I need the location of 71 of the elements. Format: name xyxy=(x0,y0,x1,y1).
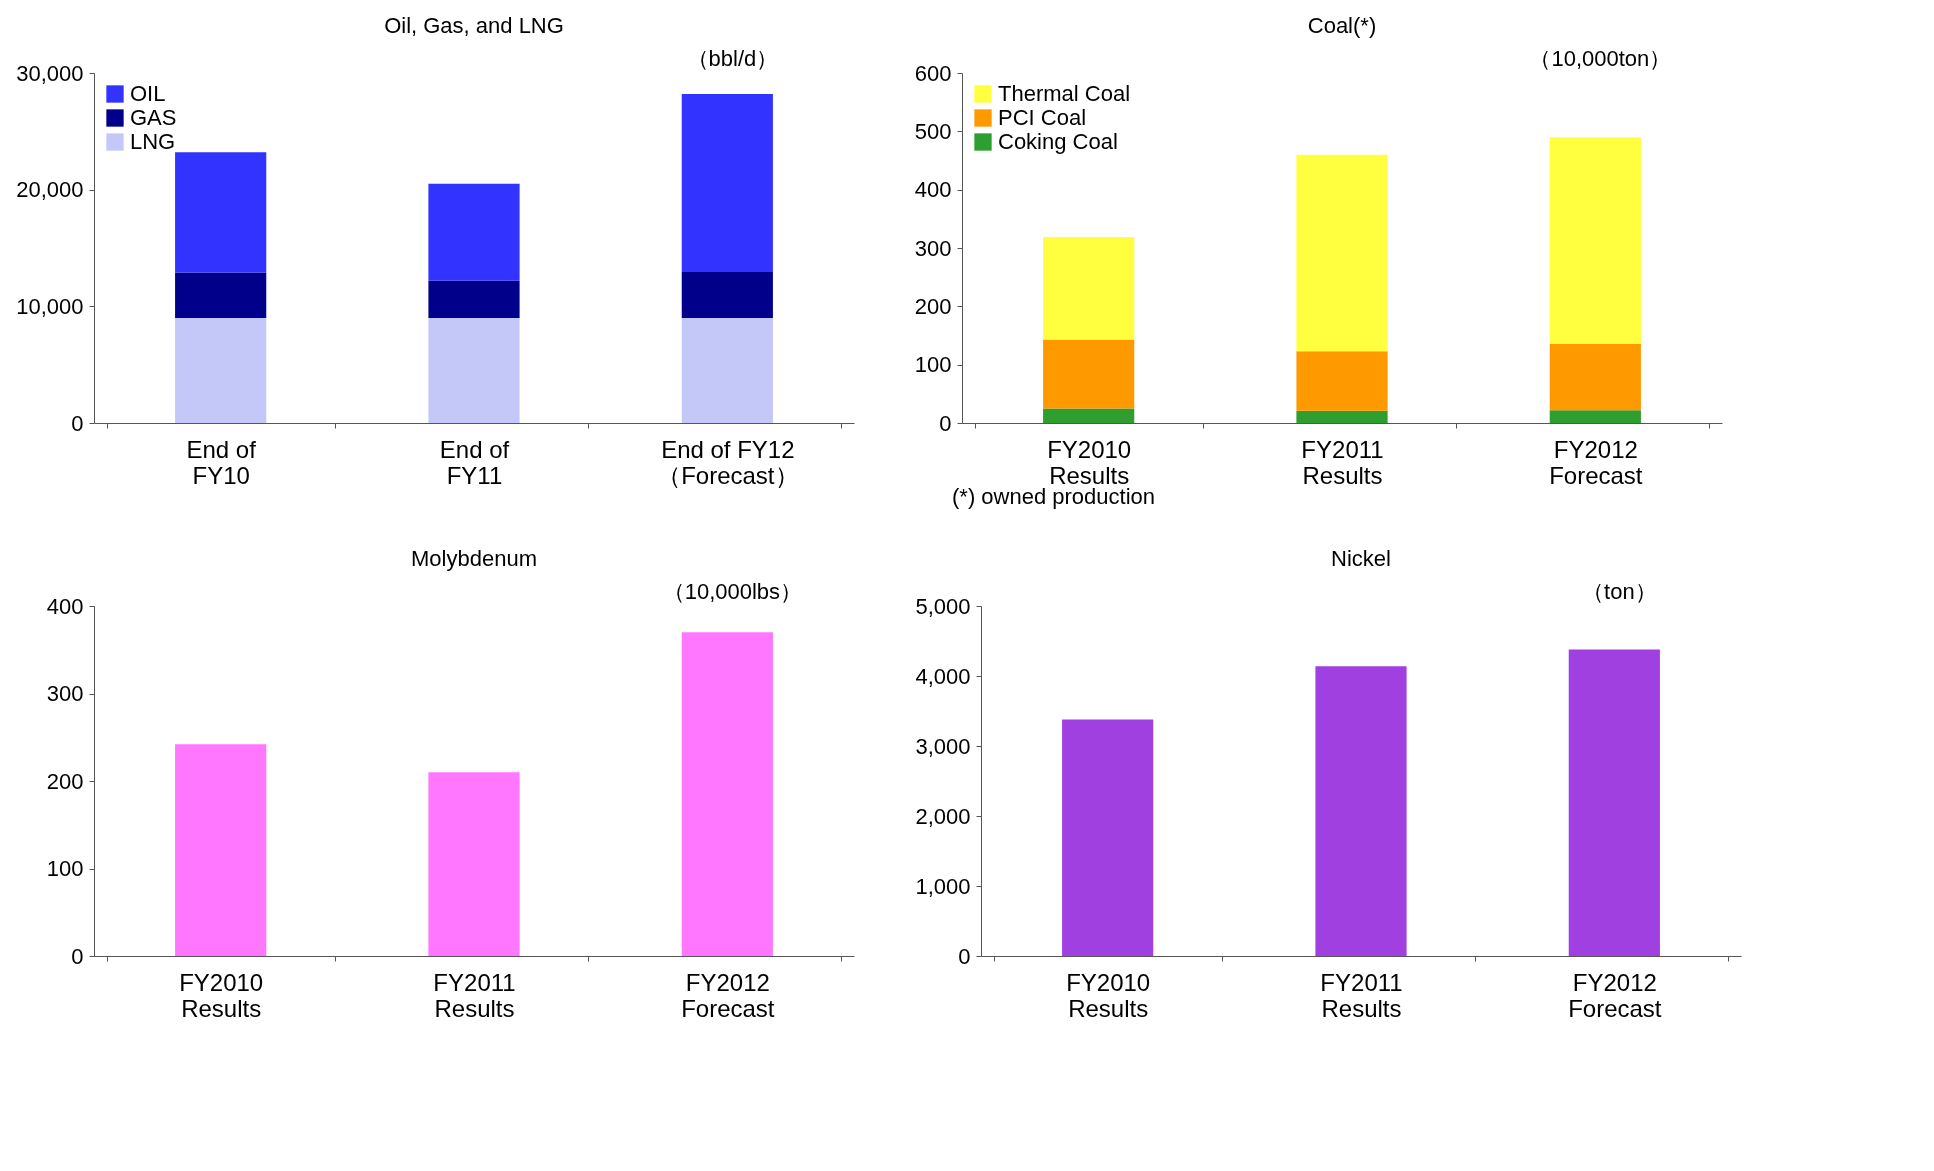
text: （10,000lbs） xyxy=(662,579,803,604)
bar xyxy=(1549,410,1641,423)
x-tick-label: FY2012 Forecast xyxy=(1568,968,1662,1022)
chart-title: Oil, Gas, and LNG xyxy=(384,13,564,38)
x-tick-label: FY2011 Results xyxy=(433,968,516,1022)
y-tick-label: 5,000 xyxy=(915,593,971,619)
x-tick-label: End of FY10 xyxy=(186,435,257,489)
bar xyxy=(1296,154,1388,352)
legend-label: PCI Coal xyxy=(998,105,1087,130)
y-tick-label: 200 xyxy=(914,293,952,319)
y-tick-label: 400 xyxy=(914,177,952,203)
x-tick-label: FY2012 Forecast xyxy=(681,968,775,1022)
bar xyxy=(681,271,773,318)
bar xyxy=(175,272,267,318)
bar xyxy=(175,744,267,956)
bar xyxy=(1043,339,1135,409)
bar xyxy=(1315,666,1407,956)
y-tick-label: 10,000 xyxy=(16,293,84,319)
text: （10,000ton） xyxy=(1529,46,1672,71)
bar xyxy=(428,318,520,423)
text: （bbl/d） xyxy=(686,46,779,71)
bar xyxy=(1296,351,1388,411)
y-tick-label: 0 xyxy=(939,410,952,436)
x-tick-label: FY2010 Results xyxy=(179,968,264,1022)
bar xyxy=(1296,410,1388,423)
legend-label: Thermal Coal xyxy=(998,81,1131,106)
bar xyxy=(681,94,773,272)
bar xyxy=(1062,719,1154,956)
y-tick-label: 500 xyxy=(914,118,952,144)
bar xyxy=(175,152,267,273)
bar xyxy=(1043,408,1135,423)
y-tick-label: 4,000 xyxy=(915,663,971,689)
bar xyxy=(1568,649,1660,956)
bar xyxy=(428,280,520,318)
y-tick-label: 20,000 xyxy=(16,177,84,203)
y-tick-label: 300 xyxy=(914,235,952,261)
y-tick-label: 2,000 xyxy=(915,803,971,829)
text: （ton） xyxy=(1582,579,1657,604)
x-tick-label: End of FY11 xyxy=(439,435,510,489)
x-tick-label: FY2011 Results xyxy=(1301,435,1384,489)
y-tick-label: 3,000 xyxy=(915,733,971,759)
y-tick-label: 300 xyxy=(46,681,84,706)
y-tick-label: 30,000 xyxy=(16,60,84,86)
x-tick-label: End of FY12 （Forecast） xyxy=(657,435,799,489)
bar xyxy=(681,318,773,423)
y-tick-label: 600 xyxy=(914,60,952,86)
chart-title: Coal(*) xyxy=(1307,13,1377,38)
bar xyxy=(1549,137,1641,344)
bar xyxy=(681,632,773,956)
bar xyxy=(1549,343,1641,411)
y-tick-label: 400 xyxy=(46,593,84,619)
x-tick-label: FY2012 Forecast xyxy=(1549,435,1643,489)
bar xyxy=(428,183,520,281)
chart-title: Molybdenum xyxy=(411,546,537,571)
chart-title: Nickel xyxy=(1331,546,1391,571)
y-tick-label: 1,000 xyxy=(915,873,971,899)
y-tick-label: 0 xyxy=(71,943,84,969)
y-tick-label: 0 xyxy=(958,943,971,969)
y-tick-label: 0 xyxy=(71,410,84,436)
y-tick-label: 100 xyxy=(46,856,84,881)
legend-label: GAS xyxy=(130,105,177,130)
legend-label: OIL xyxy=(130,81,166,106)
bar xyxy=(1043,236,1135,340)
bar xyxy=(175,318,267,423)
legend-label: Coking Coal xyxy=(998,129,1118,154)
bar xyxy=(428,772,520,956)
x-tick-label: FY2011 Results xyxy=(1320,968,1403,1022)
y-tick-label: 100 xyxy=(914,352,952,378)
y-tick-label: 200 xyxy=(46,768,84,794)
x-tick-label: FY2010 Results xyxy=(1066,968,1151,1022)
legend-label: LNG xyxy=(130,129,176,154)
